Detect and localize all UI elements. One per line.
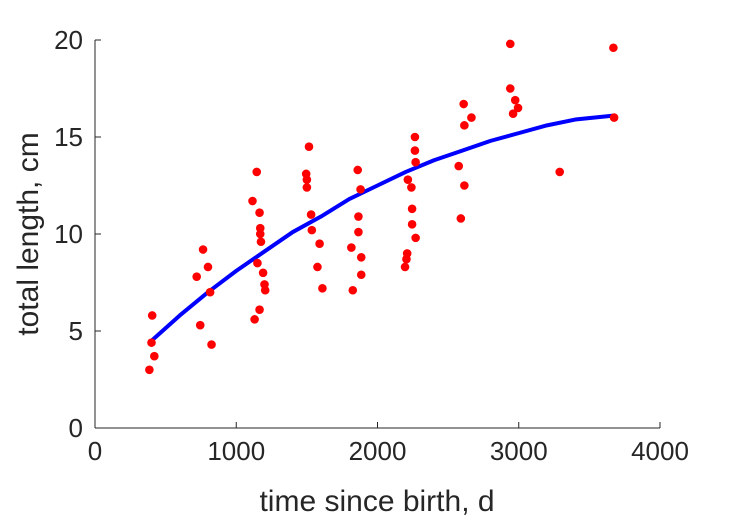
data-point bbox=[313, 262, 322, 272]
data-point bbox=[609, 113, 619, 122]
data-point bbox=[356, 185, 365, 194]
data-point bbox=[354, 227, 363, 237]
data-point bbox=[456, 214, 466, 223]
data-point bbox=[347, 243, 356, 252]
data-point bbox=[205, 287, 215, 297]
y-axis-title: total length, cm bbox=[12, 132, 45, 335]
y-tick-label: 15 bbox=[54, 122, 83, 152]
data-point bbox=[353, 165, 363, 175]
data-point bbox=[203, 262, 213, 272]
data-point bbox=[304, 142, 314, 151]
y-tick-label: 0 bbox=[69, 413, 83, 443]
data-point bbox=[460, 181, 469, 190]
data-point bbox=[513, 103, 523, 113]
data-point bbox=[250, 315, 259, 324]
data-point bbox=[407, 204, 417, 214]
data-point bbox=[306, 210, 316, 219]
data-point bbox=[255, 229, 265, 239]
fit-curve bbox=[149, 113, 616, 343]
data-point bbox=[307, 225, 317, 235]
data-point bbox=[505, 39, 515, 49]
data-point bbox=[258, 268, 268, 278]
ticks: 0 1000 2000 3000 4000 0 5 10 15 20 bbox=[54, 25, 689, 466]
data-point bbox=[356, 252, 366, 262]
data-point bbox=[315, 239, 324, 248]
data-point bbox=[195, 320, 205, 330]
data-point bbox=[255, 305, 264, 314]
data-point bbox=[147, 338, 156, 347]
data-point bbox=[255, 208, 264, 217]
x-tick-label: 4000 bbox=[631, 436, 689, 466]
data-point bbox=[402, 249, 412, 258]
x-tick-label: 2000 bbox=[349, 436, 407, 466]
data-point bbox=[411, 233, 420, 243]
data-point bbox=[356, 270, 366, 280]
y-tick-label: 5 bbox=[69, 316, 83, 346]
data-point bbox=[411, 157, 420, 167]
data-point bbox=[192, 272, 201, 281]
data-point bbox=[147, 311, 157, 320]
data-point bbox=[248, 196, 257, 206]
data-point bbox=[348, 285, 358, 295]
plot-area bbox=[145, 39, 619, 375]
x-tick-label: 1000 bbox=[207, 436, 265, 466]
data-point bbox=[508, 109, 518, 119]
data-point bbox=[467, 113, 476, 122]
data-point bbox=[403, 175, 413, 184]
data-point bbox=[510, 95, 520, 105]
data-point bbox=[460, 121, 469, 130]
data-point bbox=[256, 237, 266, 247]
data-point bbox=[354, 212, 363, 221]
x-axis-title: time since birth, d bbox=[259, 485, 494, 518]
data-point bbox=[150, 351, 159, 361]
data-point bbox=[505, 84, 515, 93]
data-point bbox=[459, 99, 468, 109]
y-tick-label: 10 bbox=[54, 219, 83, 249]
x-tick-label: 0 bbox=[88, 436, 102, 466]
data-point bbox=[260, 285, 270, 295]
x-tick-label: 3000 bbox=[490, 436, 548, 466]
data-point bbox=[454, 161, 464, 171]
data-point bbox=[253, 258, 262, 268]
data-point bbox=[207, 340, 216, 349]
data-point bbox=[302, 183, 312, 192]
data-point bbox=[145, 365, 154, 375]
data-point bbox=[555, 167, 565, 177]
data-point bbox=[609, 43, 618, 53]
data-point bbox=[407, 220, 417, 229]
data-point bbox=[400, 262, 410, 272]
data-point bbox=[302, 175, 312, 184]
data-point bbox=[410, 146, 420, 155]
data-point bbox=[318, 284, 327, 293]
y-tick-label: 20 bbox=[54, 25, 83, 55]
data-point bbox=[407, 183, 416, 192]
data-point bbox=[252, 167, 262, 177]
axes bbox=[94, 40, 660, 429]
data-point bbox=[410, 132, 420, 142]
data-point bbox=[198, 245, 208, 254]
